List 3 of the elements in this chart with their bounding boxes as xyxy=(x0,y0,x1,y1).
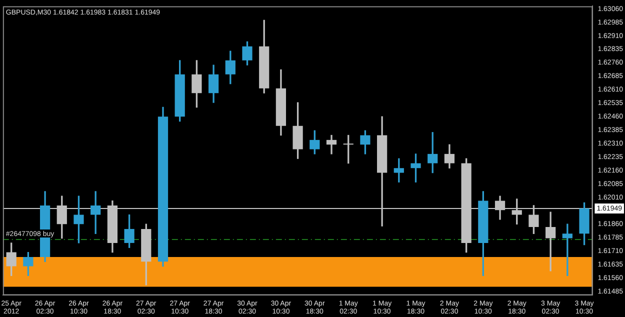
candlestick xyxy=(326,134,337,154)
candlestick xyxy=(546,212,556,272)
candlestick xyxy=(562,224,572,276)
